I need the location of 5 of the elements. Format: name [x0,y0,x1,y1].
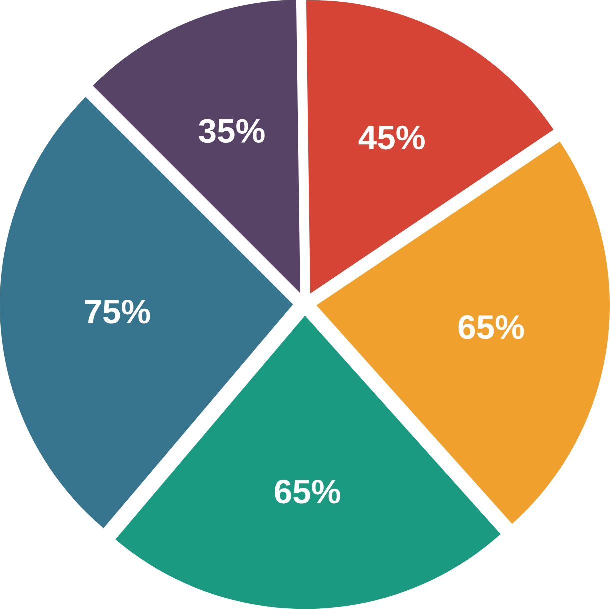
data-label: 45% [358,126,425,150]
data-label: 65% [458,315,524,340]
data-label: 65% [275,480,340,504]
data-label: 75% [85,300,150,324]
data-label: 35% [199,119,265,144]
